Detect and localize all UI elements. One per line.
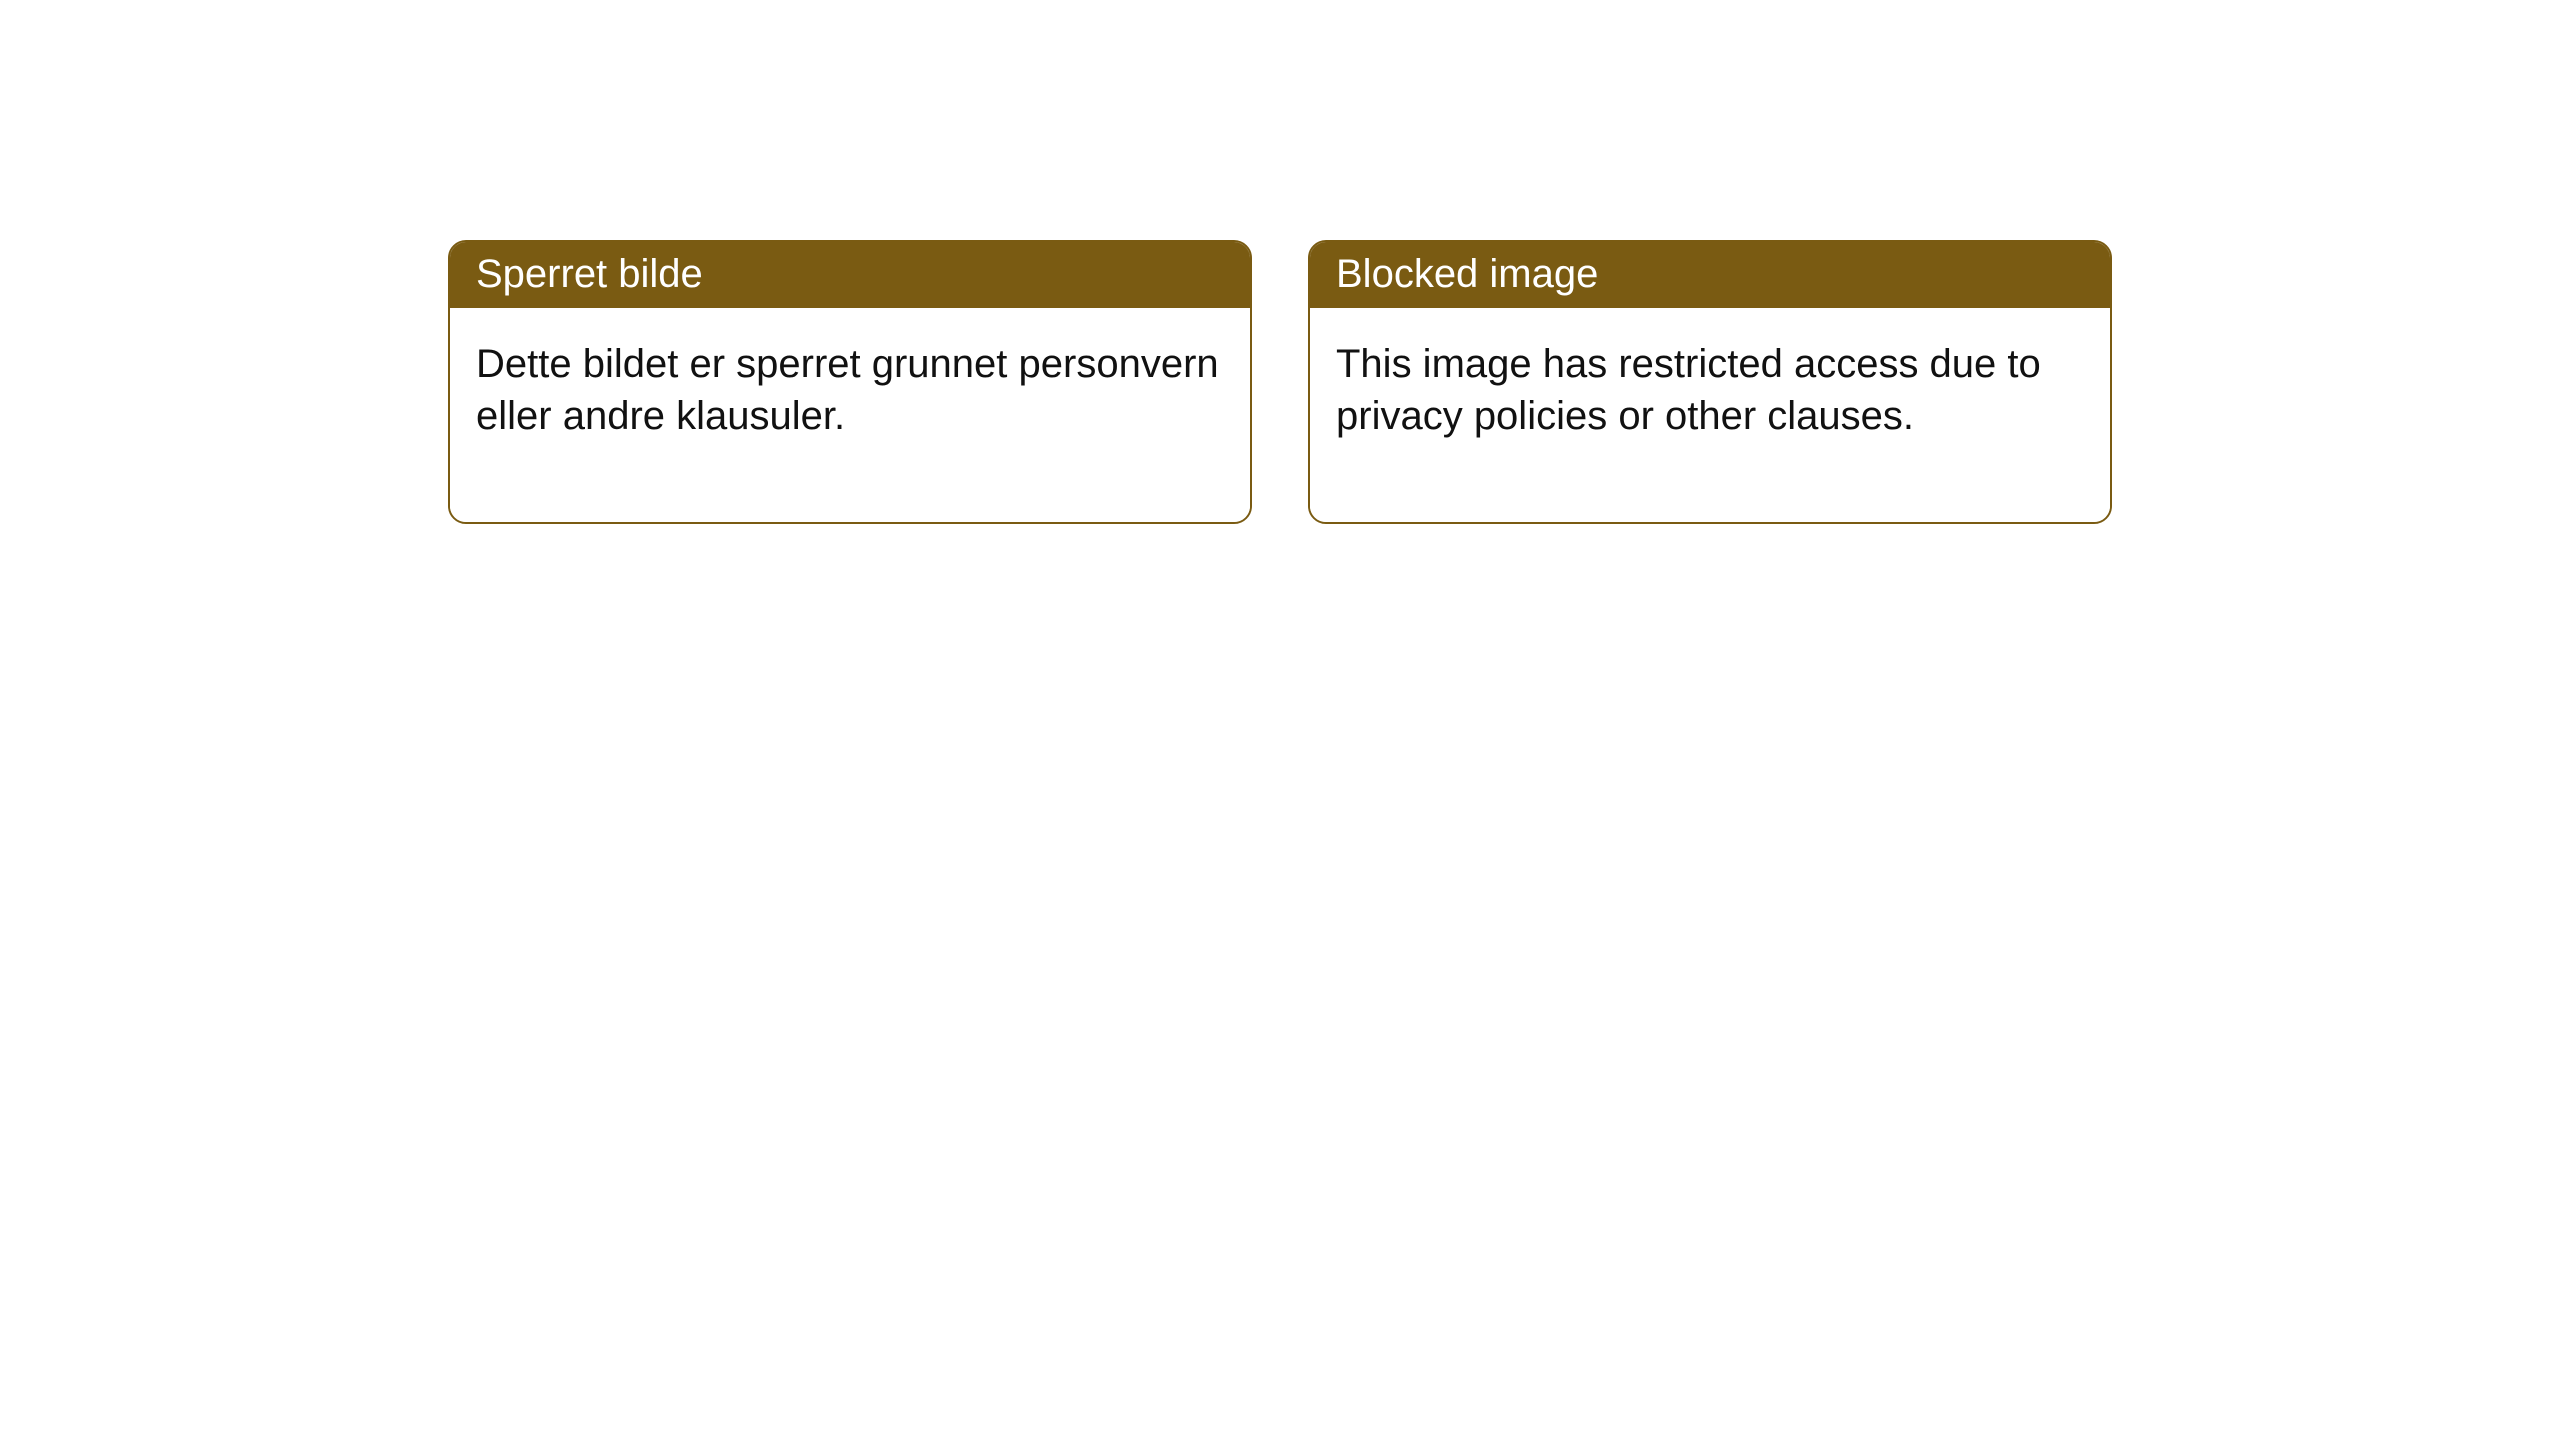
notice-card-title: Blocked image — [1310, 242, 2110, 308]
notice-card-body: Dette bildet er sperret grunnet personve… — [450, 308, 1250, 522]
notice-card-title: Sperret bilde — [450, 242, 1250, 308]
notice-card-norwegian: Sperret bilde Dette bildet er sperret gr… — [448, 240, 1252, 524]
notice-card-container: Sperret bilde Dette bildet er sperret gr… — [0, 0, 2560, 524]
notice-card-english: Blocked image This image has restricted … — [1308, 240, 2112, 524]
notice-card-body: This image has restricted access due to … — [1310, 308, 2110, 522]
